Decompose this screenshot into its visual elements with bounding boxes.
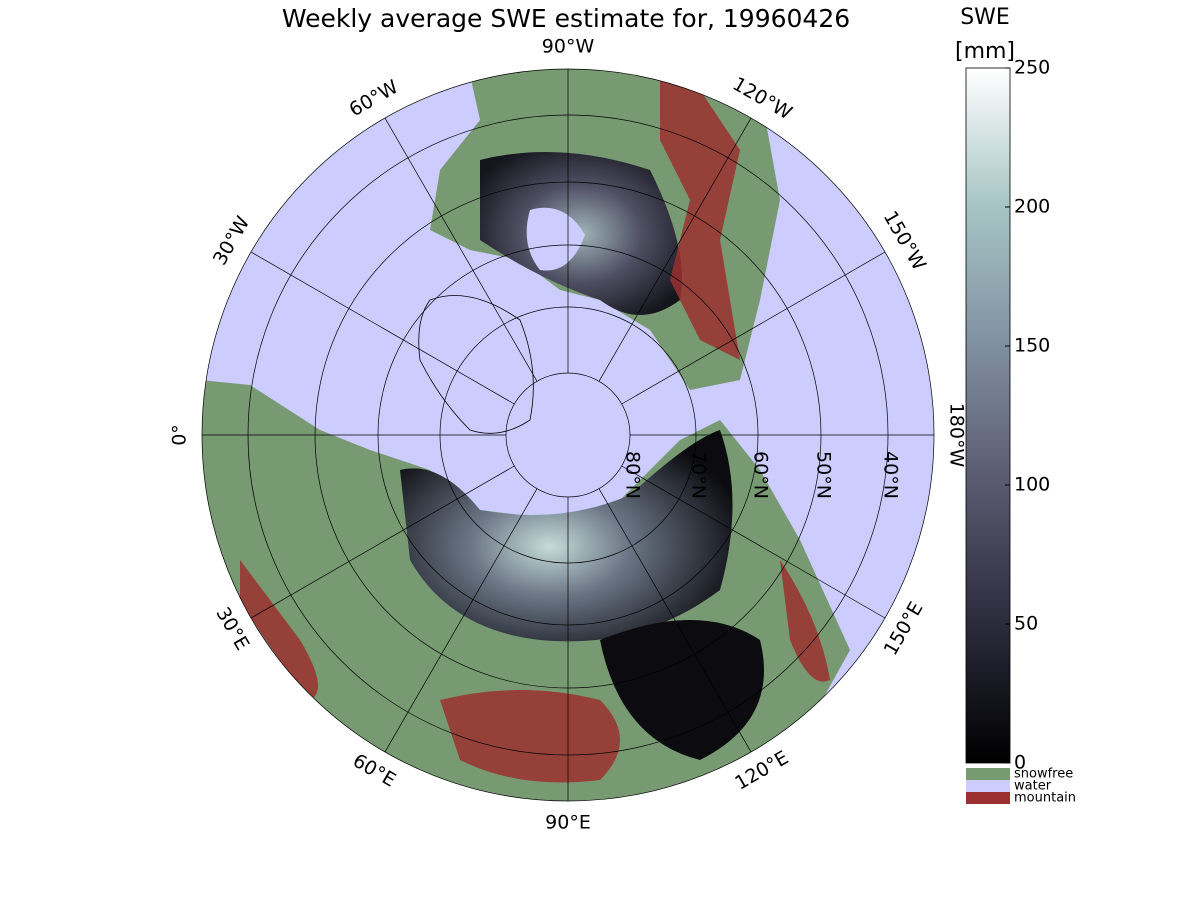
legend-label: water: [1014, 779, 1052, 794]
meridian: [250, 251, 515, 405]
mountain-east: [780, 560, 830, 682]
snow-eurasia: [400, 430, 733, 642]
colorbar-tick-label: 250: [1014, 57, 1050, 79]
legend-swatch: [966, 780, 1010, 792]
meridian: [384, 488, 538, 753]
longitude-label: 90°W: [542, 36, 595, 58]
snow-east-siberia: [600, 620, 764, 760]
meridian: [621, 465, 886, 619]
meridian: [621, 251, 886, 405]
meridian: [598, 488, 752, 753]
hudson-bay: [526, 207, 585, 271]
map-area: [202, 69, 934, 801]
longitude-label: 180°W: [946, 403, 968, 468]
colorbar-tick-label: 100: [1014, 474, 1050, 496]
colorbar-tick-label: 200: [1014, 196, 1050, 218]
longitude-label: 90°E: [545, 812, 591, 834]
longitude-label: 0°: [169, 424, 191, 446]
legend-swatch: [966, 792, 1010, 804]
meridian: [250, 465, 515, 619]
colorbar-unit: [mm]: [955, 39, 1015, 64]
meridian: [384, 117, 538, 382]
mountain-central-asia: [440, 690, 620, 783]
mountain-rockies: [660, 80, 740, 360]
colorbar-tick-label: 150: [1014, 335, 1050, 357]
map-title: Weekly average SWE estimate for, 1996042…: [282, 4, 850, 33]
latitude-label: 80°N: [622, 451, 644, 499]
colorbar-tick-label: 0: [1014, 752, 1026, 774]
latitude-label: 60°N: [750, 451, 772, 499]
colorbar-tick-label: 50: [1014, 613, 1038, 635]
mountain-europe: [240, 560, 318, 700]
legend-swatch: [966, 768, 1010, 780]
latitude-label: 40°N: [880, 451, 902, 499]
latitude-label: 50°N: [813, 451, 835, 499]
legend-label: mountain: [1014, 791, 1076, 806]
greenland-outline: [418, 295, 534, 434]
colorbar: SWE [mm] 0 50 100 150 200 250 snowfreewatermount…: [955, 5, 1076, 806]
meridian: [598, 117, 752, 382]
colorbar-label: SWE: [960, 5, 1010, 30]
colorbar-ramp: [965, 67, 1011, 764]
latitude-label: 70°N: [688, 451, 710, 499]
legend-label: snowfree: [1014, 767, 1073, 782]
